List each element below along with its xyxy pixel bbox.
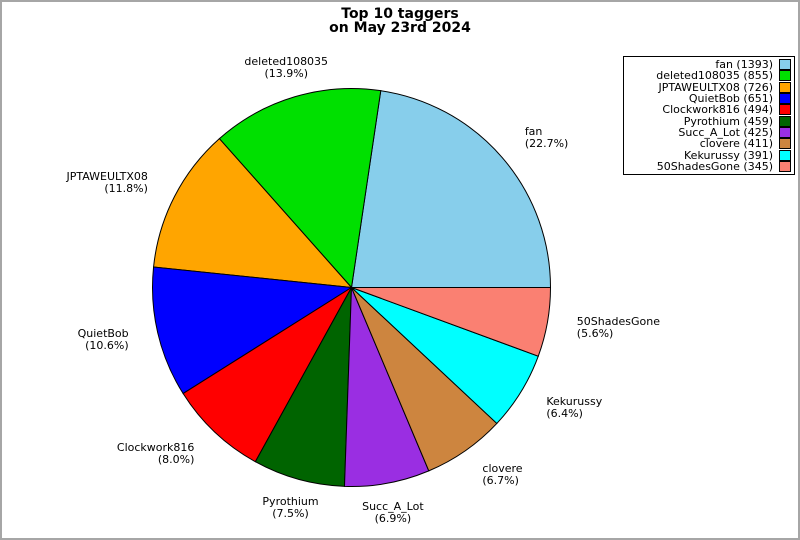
- slice-label-50ShadesGone: 50ShadesGone (5.6%): [576, 314, 660, 340]
- legend-swatch-icon: [779, 115, 791, 127]
- legend-swatch-icon: [779, 160, 791, 172]
- legend-label: Pyrothium (459): [683, 114, 773, 128]
- pie-slice-Clockwork816: [182, 287, 352, 463]
- chart-title-line1: Top 10 taggers: [341, 6, 459, 22]
- slice-label-percent: (10.6%): [85, 338, 129, 352]
- legend-swatch-icon: [779, 81, 791, 93]
- pie-slice-deleted108035: [218, 88, 382, 289]
- chart-title: Top 10 taggers on May 23rd 2024: [2, 7, 798, 35]
- slice-label-JPTAWEULTX08: JPTAWEULTX08 (11.8%): [66, 171, 147, 195]
- pie-slice-JPTAWEULTX08: [153, 137, 353, 289]
- legend-swatch-icon: [779, 93, 791, 105]
- chart-title-line2: on May 23rd 2024: [329, 20, 471, 36]
- legend-row: QuietBob (651): [626, 92, 791, 106]
- legend-label: Succ_A_Lot (425): [678, 125, 773, 139]
- legend-label: Kekurussy (391): [684, 148, 773, 162]
- slice-label-name: clovere: [482, 462, 523, 476]
- legend-swatch-icon: [779, 59, 791, 71]
- legend-label: JPTAWEULTX08 (726): [658, 80, 774, 94]
- legend-label: fan (1393): [715, 58, 773, 72]
- slice-label-Pyrothium: Pyrothium (7.5%): [262, 496, 318, 520]
- pie-slice-QuietBob: [152, 266, 353, 395]
- pie-slice-fan: [350, 90, 552, 288]
- slice-label-percent: (6.9%): [374, 511, 412, 525]
- slice-label-percent: (22.7%): [524, 137, 569, 151]
- slice-label-QuietBob: QuietBob (10.6%): [77, 326, 129, 352]
- slice-label-fan: fan (22.7%): [525, 126, 569, 150]
- slice-label-percent: (5.6%): [576, 326, 614, 340]
- slice-label-percent: (8.0%): [157, 452, 195, 466]
- legend-row: fan (1393): [626, 58, 791, 72]
- slice-label-name: deleted108035: [244, 55, 329, 69]
- legend-label: 50ShadesGone (345): [656, 159, 773, 173]
- slice-label-percent: (11.8%): [104, 182, 148, 196]
- legend-row: deleted108035 (855): [626, 69, 791, 83]
- legend-row: JPTAWEULTX08 (726): [626, 80, 791, 94]
- slice-label-name: Succ_A_Lot: [362, 499, 424, 513]
- legend-swatch-icon: [779, 138, 791, 150]
- legend-label: clovere (411): [699, 137, 773, 151]
- legend-swatch-icon: [779, 70, 791, 82]
- legend: fan (1393) deleted108035 (855) JPTAWEULTX0…: [623, 56, 795, 175]
- slice-label-Kekurussy: Kekurussy (6.4%): [546, 394, 603, 420]
- legend-label: QuietBob (651): [688, 92, 773, 106]
- legend-swatch-icon: [779, 149, 791, 161]
- slice-label-percent: (6.4%): [546, 406, 583, 420]
- pie-slice-50ShadesGone: [351, 287, 552, 357]
- slice-label-name: Clockwork816: [116, 440, 195, 454]
- slice-label-percent: (6.7%): [482, 474, 519, 488]
- legend-label: Clockwork816 (494): [662, 103, 773, 117]
- slice-label-clovere: clovere (6.7%): [482, 463, 522, 487]
- legend-row: Succ_A_Lot (425): [626, 125, 791, 139]
- slice-label-name: JPTAWEULTX08: [66, 170, 148, 184]
- legend-row: 50ShadesGone (345): [626, 159, 791, 173]
- slice-label-Clockwork816: Clockwork816 (8.0%): [116, 440, 195, 466]
- legend-swatch-icon: [779, 104, 791, 116]
- slice-label-percent: (13.9%): [264, 67, 309, 81]
- legend-row: Kekurussy (391): [626, 148, 791, 162]
- slice-label-percent: (7.5%): [272, 507, 309, 521]
- slice-label-name: fan: [524, 125, 543, 139]
- slice-label-name: Kekurussy: [546, 394, 603, 408]
- legend-row: Pyrothium (459): [626, 114, 791, 128]
- legend-row: Clockwork816 (494): [626, 103, 791, 117]
- legend-swatch-icon: [779, 126, 791, 138]
- slice-label-name: QuietBob: [77, 326, 129, 340]
- slice-label-deleted108035: deleted108035 (13.9%): [244, 56, 328, 80]
- slice-label-name: Pyrothium: [262, 495, 319, 509]
- slice-label-Succ_A_Lot: Succ_A_Lot (6.9%): [362, 499, 424, 525]
- legend-row: clovere (411): [626, 137, 791, 151]
- legend-label: deleted108035 (855): [656, 69, 773, 83]
- slice-label-name: 50ShadesGone: [576, 314, 660, 328]
